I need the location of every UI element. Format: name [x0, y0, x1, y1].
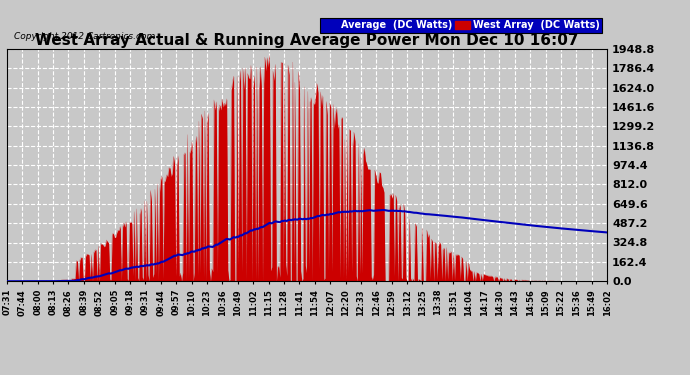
Text: Copyright 2012 Cartronics.com: Copyright 2012 Cartronics.com	[14, 32, 155, 41]
Legend: Average  (DC Watts), West Array  (DC Watts): Average (DC Watts), West Array (DC Watts…	[320, 18, 602, 33]
Title: West Array Actual & Running Average Power Mon Dec 10 16:07: West Array Actual & Running Average Powe…	[35, 33, 579, 48]
